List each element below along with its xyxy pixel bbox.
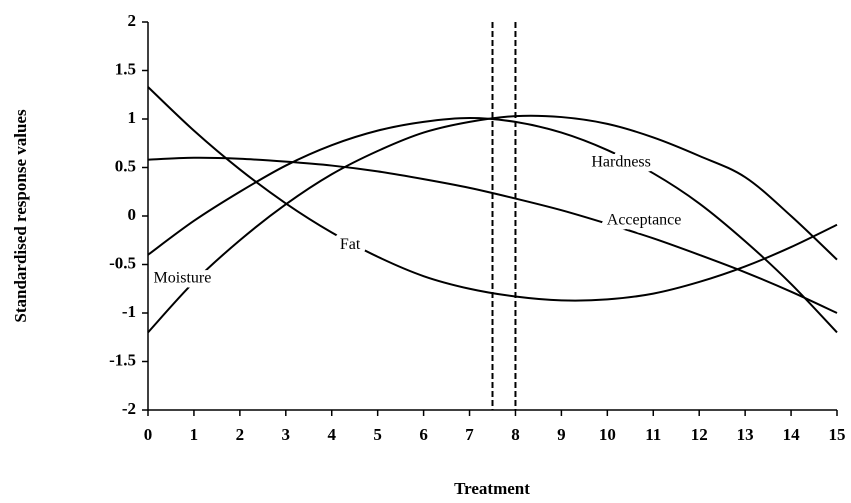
series-label: Hardness <box>591 153 651 170</box>
x-tick-label: 13 <box>737 425 754 444</box>
x-tick-label: 7 <box>465 425 474 444</box>
x-tick-label: 8 <box>511 425 520 444</box>
x-tick-label: 10 <box>599 425 616 444</box>
x-tick-label: 6 <box>419 425 428 444</box>
x-tick-label: 1 <box>190 425 199 444</box>
y-tick-label: 0 <box>128 205 137 224</box>
y-tick-label: -1.5 <box>109 350 136 369</box>
y-tick-label: 0.5 <box>115 156 136 175</box>
x-tick-label: 5 <box>373 425 382 444</box>
x-tick-label: 0 <box>144 425 153 444</box>
series-label: Acceptance <box>607 212 682 229</box>
y-tick-label: -2 <box>122 399 136 418</box>
x-tick-label: 9 <box>557 425 566 444</box>
line-series <box>147 156 838 314</box>
x-axis-title: Treatment <box>454 479 530 498</box>
y-tick-label: -1 <box>122 302 136 321</box>
x-tick-label: 3 <box>282 425 291 444</box>
line-series <box>147 114 838 334</box>
y-tick-label: 2 <box>128 11 137 30</box>
series-label: Fat <box>340 236 361 253</box>
x-tick-label: 2 <box>236 425 245 444</box>
x-tick-label: 14 <box>783 425 801 444</box>
y-tick-label: 1.5 <box>115 59 136 78</box>
y-axis-title: Standardised response values <box>11 109 30 323</box>
x-tick-label: 12 <box>691 425 708 444</box>
line-series <box>147 86 838 302</box>
series-label: Moisture <box>154 270 212 287</box>
line-series <box>147 117 838 334</box>
y-tick-label: -0.5 <box>109 253 136 272</box>
x-tick-label: 4 <box>327 425 336 444</box>
x-tick-label: 11 <box>645 425 661 444</box>
x-tick-label: 15 <box>829 425 846 444</box>
y-tick-label: 1 <box>128 108 137 127</box>
